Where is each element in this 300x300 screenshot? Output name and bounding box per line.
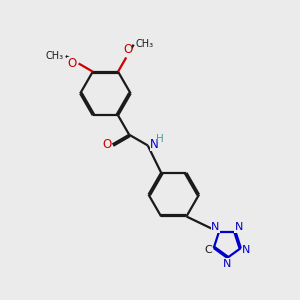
Text: C: C — [204, 245, 212, 255]
Text: H: H — [156, 134, 164, 144]
Text: O: O — [103, 139, 112, 152]
Text: CH₃: CH₃ — [46, 51, 64, 61]
Text: O: O — [123, 43, 132, 56]
Text: N: N — [242, 245, 251, 255]
Text: N: N — [211, 222, 220, 232]
Text: N: N — [235, 222, 243, 232]
Text: O: O — [67, 57, 76, 70]
Text: N: N — [150, 138, 159, 151]
Text: CH₃: CH₃ — [136, 39, 154, 49]
Text: N: N — [223, 259, 232, 269]
